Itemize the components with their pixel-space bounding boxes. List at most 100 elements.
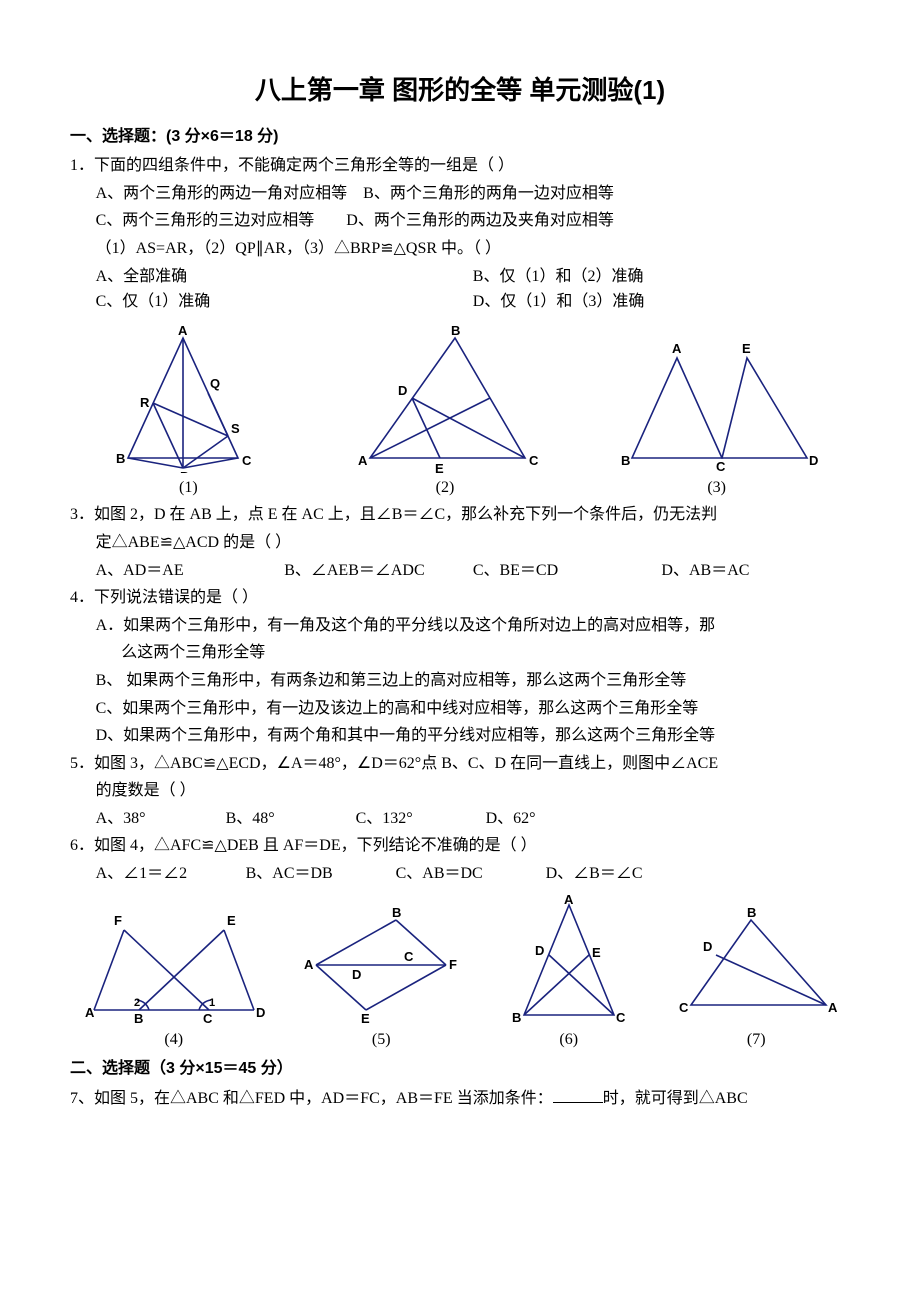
svg-text:D: D bbox=[703, 939, 712, 954]
q1-extra: （1）AS=AR，（2）QP∥AR，（3）△BRP≌△QSR 中。（ ） bbox=[70, 236, 850, 262]
q4-c: C、如果两个三角形中，有一边及该边上的高和中线对应相等，那么这两个三角形全等 bbox=[70, 696, 850, 722]
q5-b: B、48° bbox=[226, 806, 356, 832]
svg-text:D: D bbox=[809, 453, 818, 468]
q4-a1: A．如果两个三角形中，有一角及这个角的平分线以及这个角所对边上的高对应相等，那 bbox=[70, 613, 850, 639]
svg-text:C: C bbox=[716, 459, 726, 473]
svg-text:C: C bbox=[679, 1000, 689, 1015]
figure-7: A B C D (7) bbox=[671, 905, 841, 1053]
figure-3: A B C D E (3) bbox=[612, 333, 822, 501]
figure-1: A B C P Q R S (1) bbox=[98, 323, 278, 501]
q4-b: B、 如果两个三角形中，有两条边和第三边上的高对应相等，那么这两个三角形全等 bbox=[70, 668, 850, 694]
svg-text:C: C bbox=[242, 453, 252, 468]
section-1-header: 一、选择题：(3 分×6＝18 分) bbox=[70, 124, 850, 150]
svg-text:E: E bbox=[227, 913, 236, 928]
svg-text:D: D bbox=[398, 383, 407, 398]
q3-c: C、BE＝CD bbox=[473, 558, 662, 584]
q1-od: D、仅（1）和（3）准确 bbox=[473, 289, 850, 315]
svg-text:P: P bbox=[180, 469, 189, 473]
svg-text:C: C bbox=[529, 453, 539, 468]
q6-c: C、AB＝DC bbox=[396, 861, 546, 887]
svg-text:A: A bbox=[304, 957, 314, 972]
svg-text:B: B bbox=[451, 323, 460, 338]
svg-text:Q: Q bbox=[210, 376, 220, 391]
svg-text:C: C bbox=[616, 1010, 626, 1025]
q3-stem2: 定△ABE≌△ACD 的是（ ） bbox=[70, 530, 850, 556]
svg-text:A: A bbox=[178, 323, 188, 338]
figure-5-svg: A B C D E F bbox=[296, 905, 466, 1025]
svg-text:A: A bbox=[672, 341, 682, 356]
figure-2-svg: A B C D E bbox=[345, 323, 545, 473]
figure-4-svg: A B C D E F 1 2 bbox=[79, 905, 269, 1025]
svg-text:A: A bbox=[564, 895, 574, 907]
figure-5-label: (5) bbox=[296, 1027, 466, 1053]
figure-row-2: A B C D E F 1 2 (4) A B bbox=[70, 895, 850, 1053]
figure-6-svg: A B C D E bbox=[494, 895, 644, 1025]
svg-text:E: E bbox=[361, 1011, 370, 1025]
svg-text:1: 1 bbox=[209, 997, 215, 1009]
figure-2-label: (2) bbox=[345, 475, 545, 501]
svg-text:D: D bbox=[535, 943, 544, 958]
q5-stem1: 5．如图 3，△ABC≌△ECD，∠A＝48°，∠D＝62°点 B、C、D 在同… bbox=[70, 751, 850, 777]
svg-text:R: R bbox=[140, 395, 150, 410]
q6-d: D、∠B＝∠C bbox=[546, 861, 696, 887]
q6-b: B、AC＝DB bbox=[246, 861, 396, 887]
svg-text:A: A bbox=[358, 453, 368, 468]
figure-3-svg: A B C D E bbox=[612, 333, 822, 473]
q6-a: A、∠1＝∠2 bbox=[96, 861, 246, 887]
svg-text:A: A bbox=[85, 1005, 95, 1020]
q7-blank[interactable] bbox=[553, 1086, 603, 1103]
figure-3-label: (3) bbox=[612, 475, 822, 501]
q4-stem: 4．下列说法错误的是（ ） bbox=[70, 585, 850, 611]
figure-5: A B C D E F (5) bbox=[296, 905, 466, 1053]
svg-text:E: E bbox=[435, 461, 444, 473]
svg-text:S: S bbox=[231, 421, 240, 436]
q7-pre: 7、如图 5，在△ABC 和△FED 中，AD＝FC，AB＝FE 当添加条件： bbox=[70, 1090, 553, 1107]
q3-opts: A、AD＝AE B、∠AEB＝∠ADC C、BE＝CD D、AB＝AC bbox=[70, 558, 850, 584]
svg-text:B: B bbox=[621, 453, 630, 468]
q3-d: D、AB＝AC bbox=[661, 558, 850, 584]
q7-post: 时，就可得到△ABC bbox=[603, 1090, 748, 1107]
svg-text:C: C bbox=[203, 1011, 213, 1025]
q4-a2: 么这两个三角形全等 bbox=[70, 640, 850, 666]
q3-b: B、∠AEB＝∠ADC bbox=[284, 558, 473, 584]
figure-7-svg: A B C D bbox=[671, 905, 841, 1025]
q3-a: A、AD＝AE bbox=[96, 558, 285, 584]
svg-text:F: F bbox=[449, 957, 457, 972]
q1-oa: A、全部准确 bbox=[96, 264, 473, 290]
q7: 7、如图 5，在△ABC 和△FED 中，AD＝FC，AB＝FE 当添加条件： 时… bbox=[70, 1086, 850, 1112]
svg-text:B: B bbox=[512, 1010, 521, 1025]
figure-2: A B C D E (2) bbox=[345, 323, 545, 501]
figure-6-label: (6) bbox=[494, 1027, 644, 1053]
figure-4-label: (4) bbox=[79, 1027, 269, 1053]
section-2-header: 二、选择题（3 分×15＝45 分） bbox=[70, 1056, 850, 1082]
svg-text:A: A bbox=[828, 1000, 838, 1015]
q5-c: C、132° bbox=[356, 806, 486, 832]
figure-7-label: (7) bbox=[671, 1027, 841, 1053]
q4-d: D、如果两个三角形中，有两个角和其中一角的平分线对应相等，那么这两个三角形全等 bbox=[70, 723, 850, 749]
page-title: 八上第一章 图形的全等 单元测验(1) bbox=[70, 70, 850, 112]
q5-a: A、38° bbox=[96, 806, 226, 832]
svg-text:E: E bbox=[592, 945, 601, 960]
svg-text:B: B bbox=[116, 451, 125, 466]
svg-text:E: E bbox=[742, 341, 751, 356]
figure-1-svg: A B C P Q R S bbox=[98, 323, 278, 473]
svg-text:B: B bbox=[747, 905, 756, 920]
q5-d: D、62° bbox=[486, 806, 616, 832]
q1-ob: B、仅（1）和（2）准确 bbox=[473, 264, 850, 290]
q1-opt-a: A、两个三角形的两边一角对应相等 B、两个三角形的两角一边对应相等 bbox=[70, 181, 850, 207]
figure-6: A B C D E (6) bbox=[494, 895, 644, 1053]
svg-text:F: F bbox=[114, 913, 122, 928]
svg-text:B: B bbox=[134, 1011, 143, 1025]
figure-1-label: (1) bbox=[98, 475, 278, 501]
svg-text:2: 2 bbox=[134, 997, 140, 1009]
q3-stem1: 3．如图 2，D 在 AB 上，点 E 在 AC 上，且∠B＝∠C，那么补充下列… bbox=[70, 502, 850, 528]
svg-text:B: B bbox=[392, 905, 401, 920]
q5-opts: A、38° B、48° C、132° D、62° bbox=[70, 806, 616, 832]
q1-stem: 1．下面的四组条件中，不能确定两个三角形全等的一组是（ ） bbox=[70, 153, 850, 179]
q1-row1: A、全部准确 B、仅（1）和（2）准确 bbox=[70, 264, 850, 290]
q5-stem2: 的度数是（ ） bbox=[70, 778, 850, 804]
svg-text:C: C bbox=[404, 949, 414, 964]
q1-row2: C、仅（1）准确 D、仅（1）和（3）准确 bbox=[70, 289, 850, 315]
svg-text:D: D bbox=[256, 1005, 265, 1020]
figure-4: A B C D E F 1 2 (4) bbox=[79, 905, 269, 1053]
